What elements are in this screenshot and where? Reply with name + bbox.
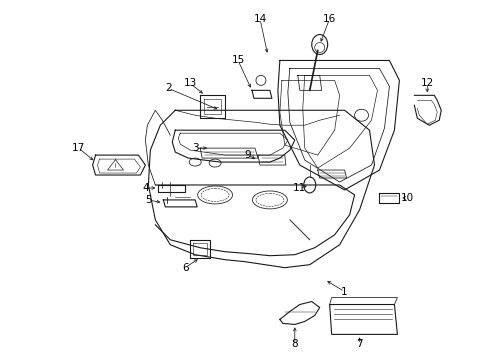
Text: 15: 15 [231,55,244,66]
Text: 6: 6 [182,263,188,273]
Text: 13: 13 [183,78,197,88]
Text: 8: 8 [291,339,298,349]
Text: 9: 9 [244,150,251,160]
Text: 10: 10 [400,193,413,203]
Text: 5: 5 [145,195,151,205]
Text: 4: 4 [142,183,148,193]
Text: 2: 2 [164,84,171,93]
Text: 12: 12 [420,78,433,88]
Text: 16: 16 [323,14,336,24]
Text: 7: 7 [356,339,362,349]
Text: 17: 17 [72,143,85,153]
Text: 3: 3 [191,143,198,153]
Text: 11: 11 [293,183,306,193]
Text: 14: 14 [253,14,266,24]
Text: 1: 1 [341,287,347,297]
